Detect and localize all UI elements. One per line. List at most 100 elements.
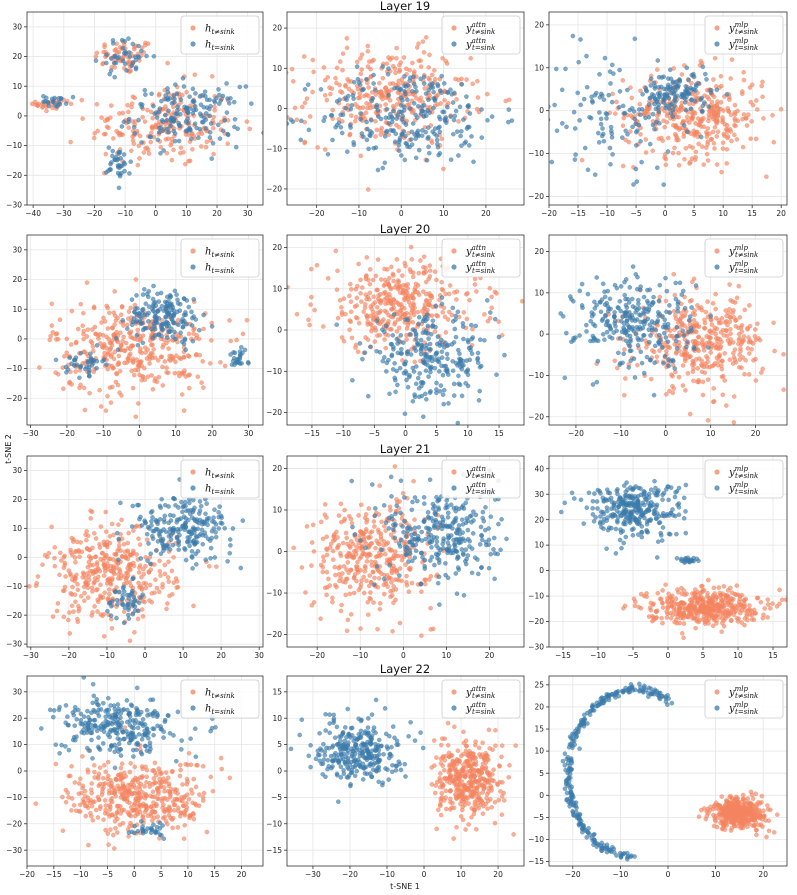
- scatter-point-sink: [90, 360, 96, 366]
- scatter-point-sink: [427, 110, 432, 115]
- scatter-point-sink: [225, 131, 230, 137]
- scatter-point-not_sink: [116, 543, 122, 548]
- scatter-point-not_sink: [107, 591, 112, 597]
- scatter-point-sink: [423, 330, 428, 335]
- x-tick-label: 15: [494, 429, 504, 438]
- scatter-point-sink: [663, 335, 669, 340]
- scatter-point-sink: [330, 137, 335, 143]
- scatter-point-sink: [374, 348, 379, 354]
- scatter-point-sink: [475, 350, 481, 356]
- scatter-point-sink: [198, 102, 204, 107]
- scatter-point-not_sink: [320, 569, 326, 575]
- scatter-point-sink: [628, 358, 633, 363]
- scatter-point-not_sink: [727, 319, 733, 324]
- scatter-point-not_sink: [387, 504, 393, 510]
- scatter-point-not_sink: [724, 333, 730, 339]
- scatter-point-sink: [120, 58, 126, 64]
- scatter-point-not_sink: [339, 305, 344, 310]
- scatter-point-not_sink: [426, 75, 432, 81]
- scatter-point-sink: [629, 312, 635, 318]
- scatter-point-sink: [113, 589, 118, 594]
- scatter-point-sink: [622, 292, 627, 298]
- scatter-point-not_sink: [657, 294, 663, 300]
- scatter-point-not_sink: [82, 598, 87, 603]
- scatter-point-sink: [691, 345, 696, 350]
- scatter-point-sink: [120, 45, 126, 51]
- scatter-point-not_sink: [84, 280, 90, 285]
- y-tick-label: 20: [12, 275, 22, 284]
- scatter-point-not_sink: [702, 325, 707, 331]
- scatter-point-not_sink: [711, 399, 717, 404]
- scatter-point-sink: [578, 102, 583, 108]
- scatter-point-not_sink: [374, 127, 380, 133]
- scatter-point-not_sink: [130, 138, 136, 143]
- x-tick-label: 0: [137, 429, 142, 438]
- scatter-point-not_sink: [29, 101, 35, 107]
- scatter-point-sink: [120, 586, 126, 591]
- scatter-point-sink: [452, 326, 458, 332]
- scatter-point-sink: [167, 529, 172, 535]
- scatter-point-sink: [198, 531, 203, 537]
- scatter-point-sink: [396, 148, 402, 153]
- scatter-point-not_sink: [705, 355, 710, 361]
- scatter-point-not_sink: [416, 270, 422, 276]
- scatter-point-sink: [159, 98, 164, 104]
- scatter-point-sink: [663, 275, 668, 281]
- scatter-point-not_sink: [87, 390, 92, 396]
- scatter-point-sink: [306, 127, 312, 133]
- scatter-point-not_sink: [737, 352, 742, 358]
- scatter-point-sink: [153, 317, 159, 322]
- scatter-point-sink: [434, 390, 439, 396]
- scatter-point-sink: [421, 74, 427, 80]
- scatter-point-sink: [305, 82, 311, 87]
- scatter-point-not_sink: [728, 129, 734, 134]
- scatter-point-sink: [666, 106, 672, 111]
- scatter-point-sink: [600, 126, 605, 131]
- scatter-point-sink: [182, 547, 188, 552]
- scatter-point-not_sink: [97, 545, 103, 550]
- scatter-point-sink: [172, 96, 177, 102]
- legend-marker-sink: [714, 41, 720, 47]
- scatter-point-sink: [591, 321, 596, 327]
- scatter-point-sink: [415, 375, 421, 381]
- scatter-point-not_sink: [365, 49, 371, 54]
- scatter-point-not_sink: [407, 101, 412, 107]
- scatter-point-not_sink: [337, 564, 343, 570]
- scatter-point-sink: [364, 77, 369, 82]
- scatter-point-not_sink: [445, 317, 451, 322]
- scatter-point-sink: [72, 357, 78, 363]
- scatter-point-not_sink: [432, 329, 438, 334]
- scatter-point-sink: [496, 334, 502, 340]
- scatter-point-not_sink: [9, 567, 13, 571]
- scatter-point-sink: [130, 602, 136, 607]
- scatter-point-sink: [132, 131, 137, 136]
- scatter-point-not_sink: [169, 568, 175, 574]
- scatter-point-sink: [166, 323, 172, 329]
- scatter-point-sink: [648, 357, 653, 362]
- scatter-point-sink: [175, 108, 180, 113]
- scatter-point-sink: [612, 310, 617, 315]
- scatter-point-sink: [639, 337, 644, 342]
- scatter-point-sink: [641, 294, 647, 300]
- scatter-point-not_sink: [105, 393, 110, 399]
- scatter-point-sink: [631, 356, 637, 361]
- scatter-point-not_sink: [354, 303, 359, 308]
- scatter-point-sink: [191, 98, 196, 104]
- scatter-point-sink: [704, 77, 709, 82]
- scatter-point-not_sink: [344, 535, 349, 541]
- scatter-point-sink: [360, 87, 365, 93]
- scatter-point-sink: [176, 322, 181, 328]
- scatter-point-sink: [584, 53, 589, 59]
- scatter-point-sink: [544, 116, 548, 120]
- scatter-point-not_sink: [142, 365, 147, 371]
- scatter-point-not_sink: [394, 102, 400, 107]
- scatter-point-not_sink: [363, 551, 368, 557]
- scatter-point-not_sink: [128, 334, 133, 340]
- scatter-point-not_sink: [683, 358, 688, 364]
- scatter-point-sink: [357, 341, 363, 346]
- scatter-point-not_sink: [367, 551, 372, 557]
- scatter-point-not_sink: [396, 325, 402, 331]
- scatter-point-sink: [386, 121, 392, 126]
- scatter-point-not_sink: [503, 98, 509, 104]
